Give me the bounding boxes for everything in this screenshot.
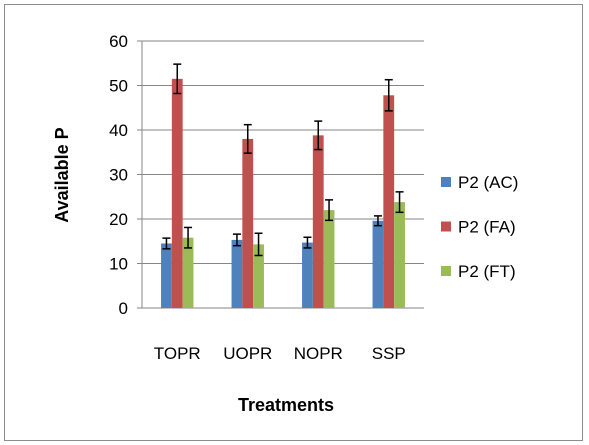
bar-uopr-1 xyxy=(231,239,243,308)
legend-swatch xyxy=(441,177,451,187)
legend-label: P2 (FA) xyxy=(458,218,516,237)
bar-ssp-1 xyxy=(372,220,384,308)
legend-swatch xyxy=(441,266,451,276)
bar-topr-3 xyxy=(182,237,194,308)
bar-ssp-2 xyxy=(383,95,395,308)
bar-nopr-3 xyxy=(323,210,335,308)
y-tick-label: 30 xyxy=(109,166,128,185)
x-axis-title: Treatments xyxy=(238,395,334,415)
x-tick-label: NOPR xyxy=(294,344,343,363)
x-axis-ticks: TOPR UOPR NOPR SSP xyxy=(154,344,406,363)
bar-topr-1 xyxy=(161,243,172,308)
x-tick-label: TOPR xyxy=(154,344,201,363)
bar-topr-2 xyxy=(171,78,183,308)
x-tick-label: SSP xyxy=(372,344,406,363)
legend: P2 (AC) P2 (FA) P2 (FT) xyxy=(441,173,518,281)
y-tick-label: 0 xyxy=(119,299,128,318)
error-bars xyxy=(162,63,404,257)
legend-label: P2 (AC) xyxy=(458,173,518,192)
y-tick-label: 60 xyxy=(109,32,128,51)
y-tick-label: 40 xyxy=(109,121,128,140)
y-tick-label: 20 xyxy=(109,210,128,229)
y-tick-label: 50 xyxy=(109,77,128,96)
y-tick-label: 10 xyxy=(109,255,128,274)
chart-frame xyxy=(4,4,583,441)
y-axis-title: Available P xyxy=(52,127,72,222)
bar-nopr-1 xyxy=(302,242,313,308)
bars xyxy=(161,78,405,308)
legend-label: P2 (FT) xyxy=(458,262,516,281)
bar-nopr-2 xyxy=(312,135,324,308)
legend-swatch xyxy=(441,221,451,232)
bar-ssp-3 xyxy=(394,202,405,308)
bar-uopr-3 xyxy=(253,244,264,308)
x-tick-label: UOPR xyxy=(223,344,272,363)
bar-uopr-2 xyxy=(242,138,254,308)
y-axis-ticks: 0 10 20 30 40 50 60 xyxy=(109,32,142,318)
